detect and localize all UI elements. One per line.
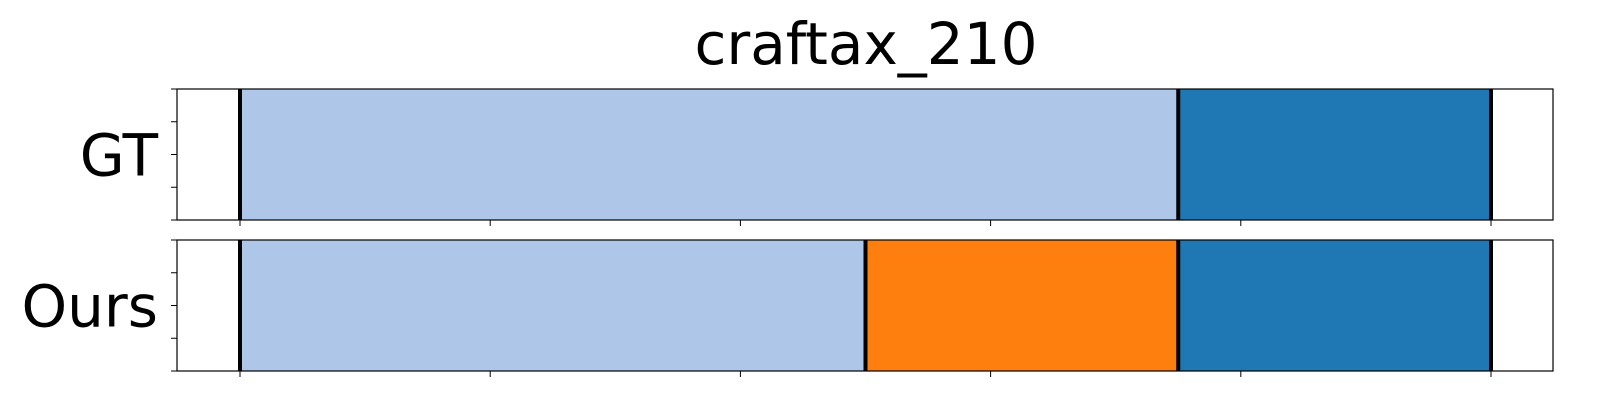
row-label: GT bbox=[80, 122, 159, 190]
segment-bar bbox=[1178, 89, 1491, 220]
row-ours: Ours bbox=[22, 239, 1554, 377]
row-gt: GT bbox=[80, 88, 1554, 226]
segment-bar bbox=[1178, 240, 1491, 371]
segment-bar bbox=[240, 240, 866, 371]
segment-bar bbox=[865, 240, 1179, 371]
row-label: Ours bbox=[22, 273, 158, 341]
segment-bar bbox=[240, 89, 1179, 220]
chart-title: craftax_210 bbox=[695, 10, 1038, 78]
